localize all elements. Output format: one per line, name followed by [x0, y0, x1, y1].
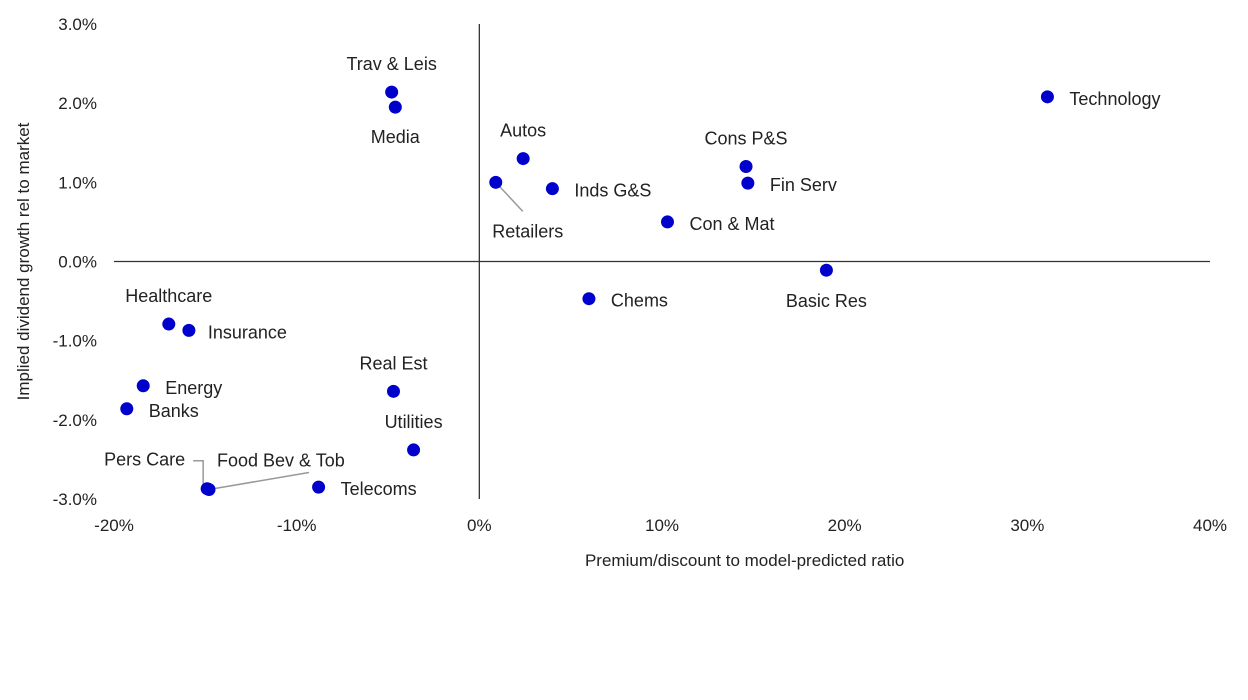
x-tick-label: 20% [828, 516, 862, 535]
x-tick-label: 40% [1193, 516, 1227, 535]
point-trav-and-leis [385, 85, 399, 99]
label-food-bev-and-tob: Food Bev & Tob [217, 451, 345, 471]
label-cons-pands: Cons P&S [705, 129, 788, 149]
label-insurance: Insurance [208, 322, 287, 342]
point-inds-gands [545, 182, 559, 196]
y-axis-title: Implied dividend growth rel to market [14, 122, 33, 400]
point-utilities [407, 443, 421, 457]
label-trav-and-leis: Trav & Leis [346, 54, 436, 74]
data-points [120, 85, 1054, 496]
point-retailers [489, 175, 503, 189]
y-tick-label: -2.0% [53, 411, 97, 430]
label-healthcare: Healthcare [125, 286, 212, 306]
point-insurance [182, 323, 196, 337]
x-tick-label: 30% [1010, 516, 1044, 535]
y-tick-label: 1.0% [58, 173, 97, 192]
point-fin-serv [741, 176, 755, 190]
point-real-est [386, 384, 400, 398]
x-tick-label: 0% [467, 516, 492, 535]
point-con-and-mat [660, 215, 674, 229]
label-autos: Autos [500, 121, 546, 141]
label-con-and-mat: Con & Mat [689, 214, 774, 234]
label-real-est: Real Est [359, 353, 427, 373]
x-tick-label: -20% [94, 516, 134, 535]
point-labels: Technology Trav & Leis Media Autos Cons P&S R… [104, 54, 1160, 499]
y-axis-ticks: 3.0% 2.0% 1.0% 0.0% -1.0% -2.0% -3.0% [53, 15, 97, 509]
label-utilities: Utilities [385, 412, 443, 432]
point-technology [1040, 90, 1054, 104]
label-pers-care: Pers Care [104, 450, 185, 470]
y-tick-label: 0.0% [58, 253, 97, 272]
label-inds-gands: Inds G&S [574, 181, 651, 201]
label-basic-res: Basic Res [786, 291, 867, 311]
label-energy: Energy [165, 378, 222, 398]
x-tick-label: -10% [277, 516, 317, 535]
y-tick-label: -1.0% [53, 332, 97, 351]
point-banks [120, 402, 134, 416]
label-media: Media [371, 127, 421, 147]
x-axis-ticks: -20% -10% 0% 10% 20% 30% 40% [94, 516, 1227, 535]
point-cons-pands [739, 160, 753, 173]
point-food-bev-and-tob [202, 483, 216, 496]
point-chems [582, 292, 596, 306]
y-tick-label: 3.0% [58, 15, 97, 34]
x-axis-title: Premium/discount to model-predicted rati… [585, 551, 904, 570]
label-chems: Chems [611, 291, 668, 311]
y-tick-label: 2.0% [58, 94, 97, 113]
leader-line-food-bev-and-tob [208, 471, 310, 491]
x-tick-label: 10% [645, 516, 679, 535]
point-autos [516, 152, 530, 166]
point-basic-res [819, 263, 833, 277]
point-healthcare [162, 317, 176, 331]
label-technology: Technology [1069, 89, 1160, 109]
point-telecoms [312, 480, 326, 494]
point-media [388, 100, 402, 114]
label-telecoms: Telecoms [341, 479, 417, 499]
leader-line-retailers [495, 181, 524, 212]
y-tick-label: -3.0% [53, 490, 97, 509]
point-energy [136, 379, 150, 393]
label-retailers: Retailers [492, 221, 563, 241]
label-fin-serv: Fin Serv [770, 175, 837, 195]
label-banks: Banks [149, 401, 199, 421]
